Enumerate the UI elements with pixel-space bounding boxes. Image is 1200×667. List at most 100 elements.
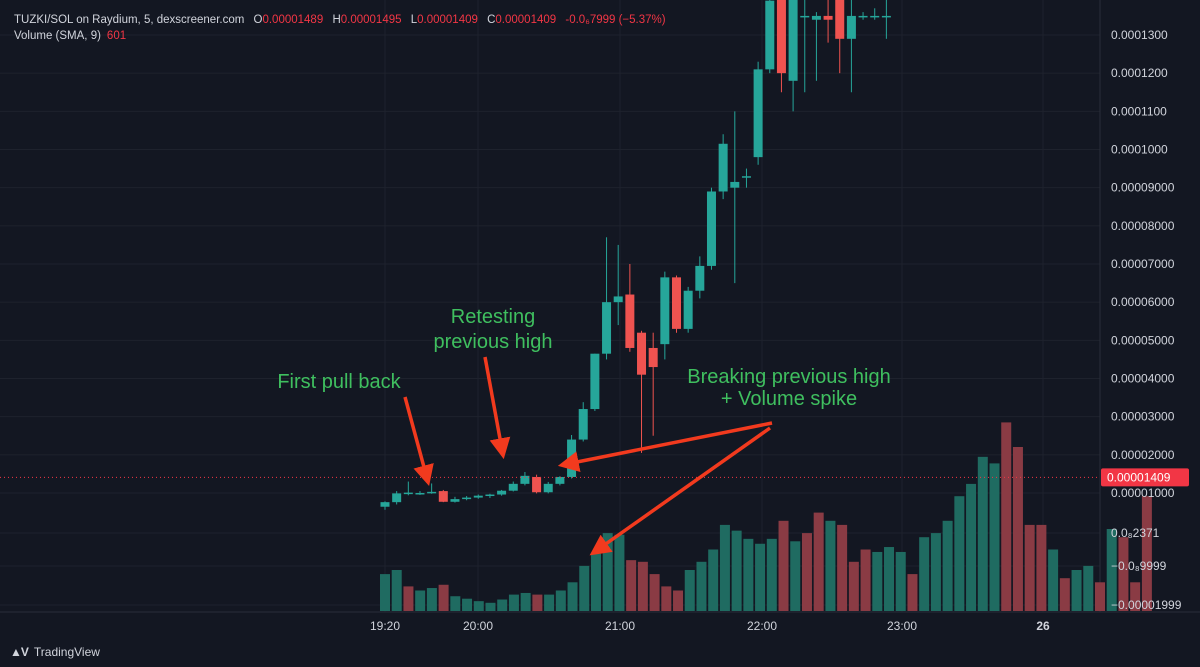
candle-body [637,332,647,375]
candle-body [811,15,821,20]
close-value: 0.00001409 [495,14,557,26]
volume-bar [696,561,707,611]
candle-body [403,492,413,495]
low-label: L [410,14,418,26]
candle-body [823,15,833,20]
candle-body [718,143,728,192]
price-tick-label: 0.00001000 [1111,486,1175,500]
volume-bar [497,599,508,611]
volume-bar [801,533,812,611]
candle-body [846,15,856,39]
price-tick-label: 0.00008000 [1111,219,1175,233]
volume-bar [790,541,801,611]
time-tick-label: 22:00 [747,619,777,633]
volume-bar [977,456,988,611]
tradingview-brand[interactable]: ▲V TradingView [10,645,100,659]
volume-bar [1083,565,1094,611]
price-tick-label: 0.0001100 [1111,104,1167,118]
candle-body [870,15,880,18]
volume-bar [731,530,742,611]
candle-body [473,495,483,498]
volume-bar [590,553,601,611]
volume-bar [872,551,883,611]
volume-bar [567,582,578,611]
volume-header: Volume (SMA, 9) 601 [14,30,126,42]
volume-bar [1130,582,1141,611]
volume-bar [942,520,953,611]
volume-bar [1118,537,1129,611]
annotation-arrow [557,421,773,473]
candle-body [660,277,670,345]
volume-bar [1036,524,1047,611]
volume-bar [485,602,496,611]
candle-body [625,294,635,348]
candle-body [613,296,623,303]
candle-body [392,493,402,503]
volume-bar [684,570,695,611]
volume-label: Volume (SMA, 9) [14,30,101,42]
volume-bar [848,561,859,611]
volume-bar [1106,529,1117,611]
candle-body [590,353,600,410]
price-tick-label: 0.0001000 [1111,143,1168,157]
price-tick-label: 0.0001300 [1111,28,1168,42]
last-price-label: 0.00001409 [1107,470,1171,484]
candle-body [800,15,810,18]
volume-bar [766,538,777,611]
volume-bar [415,590,426,611]
volume-bar [391,570,402,611]
candle-body [520,475,530,484]
price-axis: 0.0001300 0.0001200 0.0001100 0.0001000 0.00… [1101,28,1189,612]
close-label: C [487,14,496,26]
time-tick-label: 20:00 [463,619,493,633]
candle-body [858,15,868,18]
volume-bar [1071,570,1082,611]
volume-bar [895,551,906,611]
volume-bar [426,588,437,611]
volume-bar [1024,524,1035,611]
volume-bar [966,483,977,611]
price-tick-label: 0.00009000 [1111,181,1175,195]
candle-body [835,0,845,39]
candle-body [741,176,751,178]
tradingview-logo-icon: ▲V [10,645,29,659]
candle-body [438,491,448,502]
volume-bar [403,586,414,611]
candle-body [508,483,518,491]
time-tick-label: 19:20 [370,619,400,633]
open-label: O [253,14,263,26]
price-tick-label: 0.00004000 [1111,372,1175,386]
candle-body [776,0,786,74]
volume-tick-label: −0.0₈9999 [1111,559,1167,573]
candle-body [543,483,553,493]
candle-body [672,277,681,329]
candle-body [765,0,775,70]
volume-bar [755,543,766,611]
high-value: 0.00001495 [340,14,402,26]
candle-body [683,290,693,329]
volume-bar [930,533,941,611]
price-tick-label: 0.0001200 [1111,66,1168,80]
volume-bar [438,584,449,611]
volume-bar [907,574,918,611]
change-value: -0.0₆7999 (−5.37%) [565,14,666,26]
annotation-arrow [403,396,434,487]
low-value: 0.00001409 [417,14,478,26]
price-tick-label: 0.00002000 [1111,448,1175,462]
candle-body [753,69,763,158]
volume-bar [532,594,543,611]
volume-tick-label: 0.0₈2371 [1111,526,1160,540]
candle-body [555,476,565,484]
volume-bar [1048,549,1059,611]
candle-body [462,497,472,500]
volume-bar [649,574,660,611]
volume-bar [602,533,613,611]
volume-bar [825,520,836,611]
candle-body [450,499,460,502]
volume-bar [813,512,824,611]
annotation-label: First pull back [277,371,401,393]
candle-body [648,347,658,368]
volume-bar [579,565,590,611]
candlesticks [0,0,1100,510]
